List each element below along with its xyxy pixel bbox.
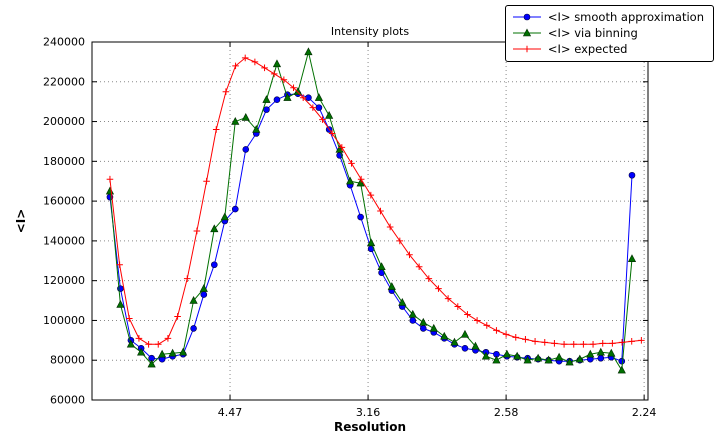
legend-item-via-binning: <I> via binning <box>511 25 704 41</box>
legend-label: <I> expected <box>547 42 628 56</box>
blue-circle-line-sample-icon <box>511 10 543 24</box>
svg-text:240000: 240000 <box>43 36 85 49</box>
svg-text:2.24: 2.24 <box>632 406 657 419</box>
svg-text:100000: 100000 <box>43 314 85 327</box>
legend-item-smooth-approximation: <I> smooth approximation <box>511 9 704 25</box>
legend-item-expected: <I> expected <box>511 41 704 57</box>
red-plus-line-sample-icon <box>511 42 543 56</box>
green-triangle-line-sample-icon <box>511 26 543 40</box>
legend: <I> smooth approximation <I> via binning… <box>504 5 714 62</box>
chart-title: Intensity plots <box>330 25 410 38</box>
svg-text:4.47: 4.47 <box>218 406 243 419</box>
y-axis-label: <I> <box>14 208 28 234</box>
svg-text:140000: 140000 <box>43 234 85 247</box>
svg-text:120000: 120000 <box>43 274 85 287</box>
svg-text:80000: 80000 <box>50 354 85 367</box>
x-axis-label: Resolution <box>333 420 407 434</box>
legend-label: <I> via binning <box>547 26 638 40</box>
svg-text:180000: 180000 <box>43 155 85 168</box>
svg-text:2.58: 2.58 <box>494 406 519 419</box>
svg-text:220000: 220000 <box>43 75 85 88</box>
svg-text:200000: 200000 <box>43 115 85 128</box>
legend-label: <I> smooth approximation <box>547 10 704 24</box>
svg-text:160000: 160000 <box>43 195 85 208</box>
svg-text:3.16: 3.16 <box>356 406 381 419</box>
svg-text:60000: 60000 <box>50 394 85 407</box>
